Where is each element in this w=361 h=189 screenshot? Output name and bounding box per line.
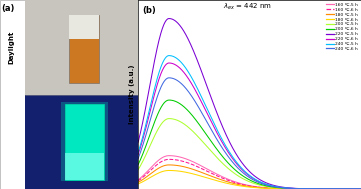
Bar bbox=[69, 15, 100, 83]
Bar bbox=[65, 104, 104, 180]
Y-axis label: Intensity (a.u.): Intensity (a.u.) bbox=[129, 65, 135, 124]
Text: Daylight: Daylight bbox=[8, 31, 14, 64]
Bar bbox=[69, 15, 100, 39]
Text: $\lambda_{ex}$ = 442 nm: $\lambda_{ex}$ = 442 nm bbox=[223, 2, 272, 12]
Text: (a): (a) bbox=[1, 4, 15, 13]
Bar bbox=[65, 153, 104, 180]
Text: (b): (b) bbox=[143, 6, 156, 15]
Bar bbox=[61, 102, 108, 181]
Text: UV light: UV light bbox=[8, 126, 14, 158]
Legend: 160 ℃,5 h, 160 ℃,6 h, 180 ℃,5 h, 180 ℃,6 h, 200 ℃,5 h, 200 ℃,6 h, 220 ℃,5 h, 220: 160 ℃,5 h, 160 ℃,6 h, 180 ℃,5 h, 180 ℃,6… bbox=[326, 2, 359, 51]
Bar bbox=[25, 0, 138, 94]
Bar bbox=[25, 94, 138, 189]
